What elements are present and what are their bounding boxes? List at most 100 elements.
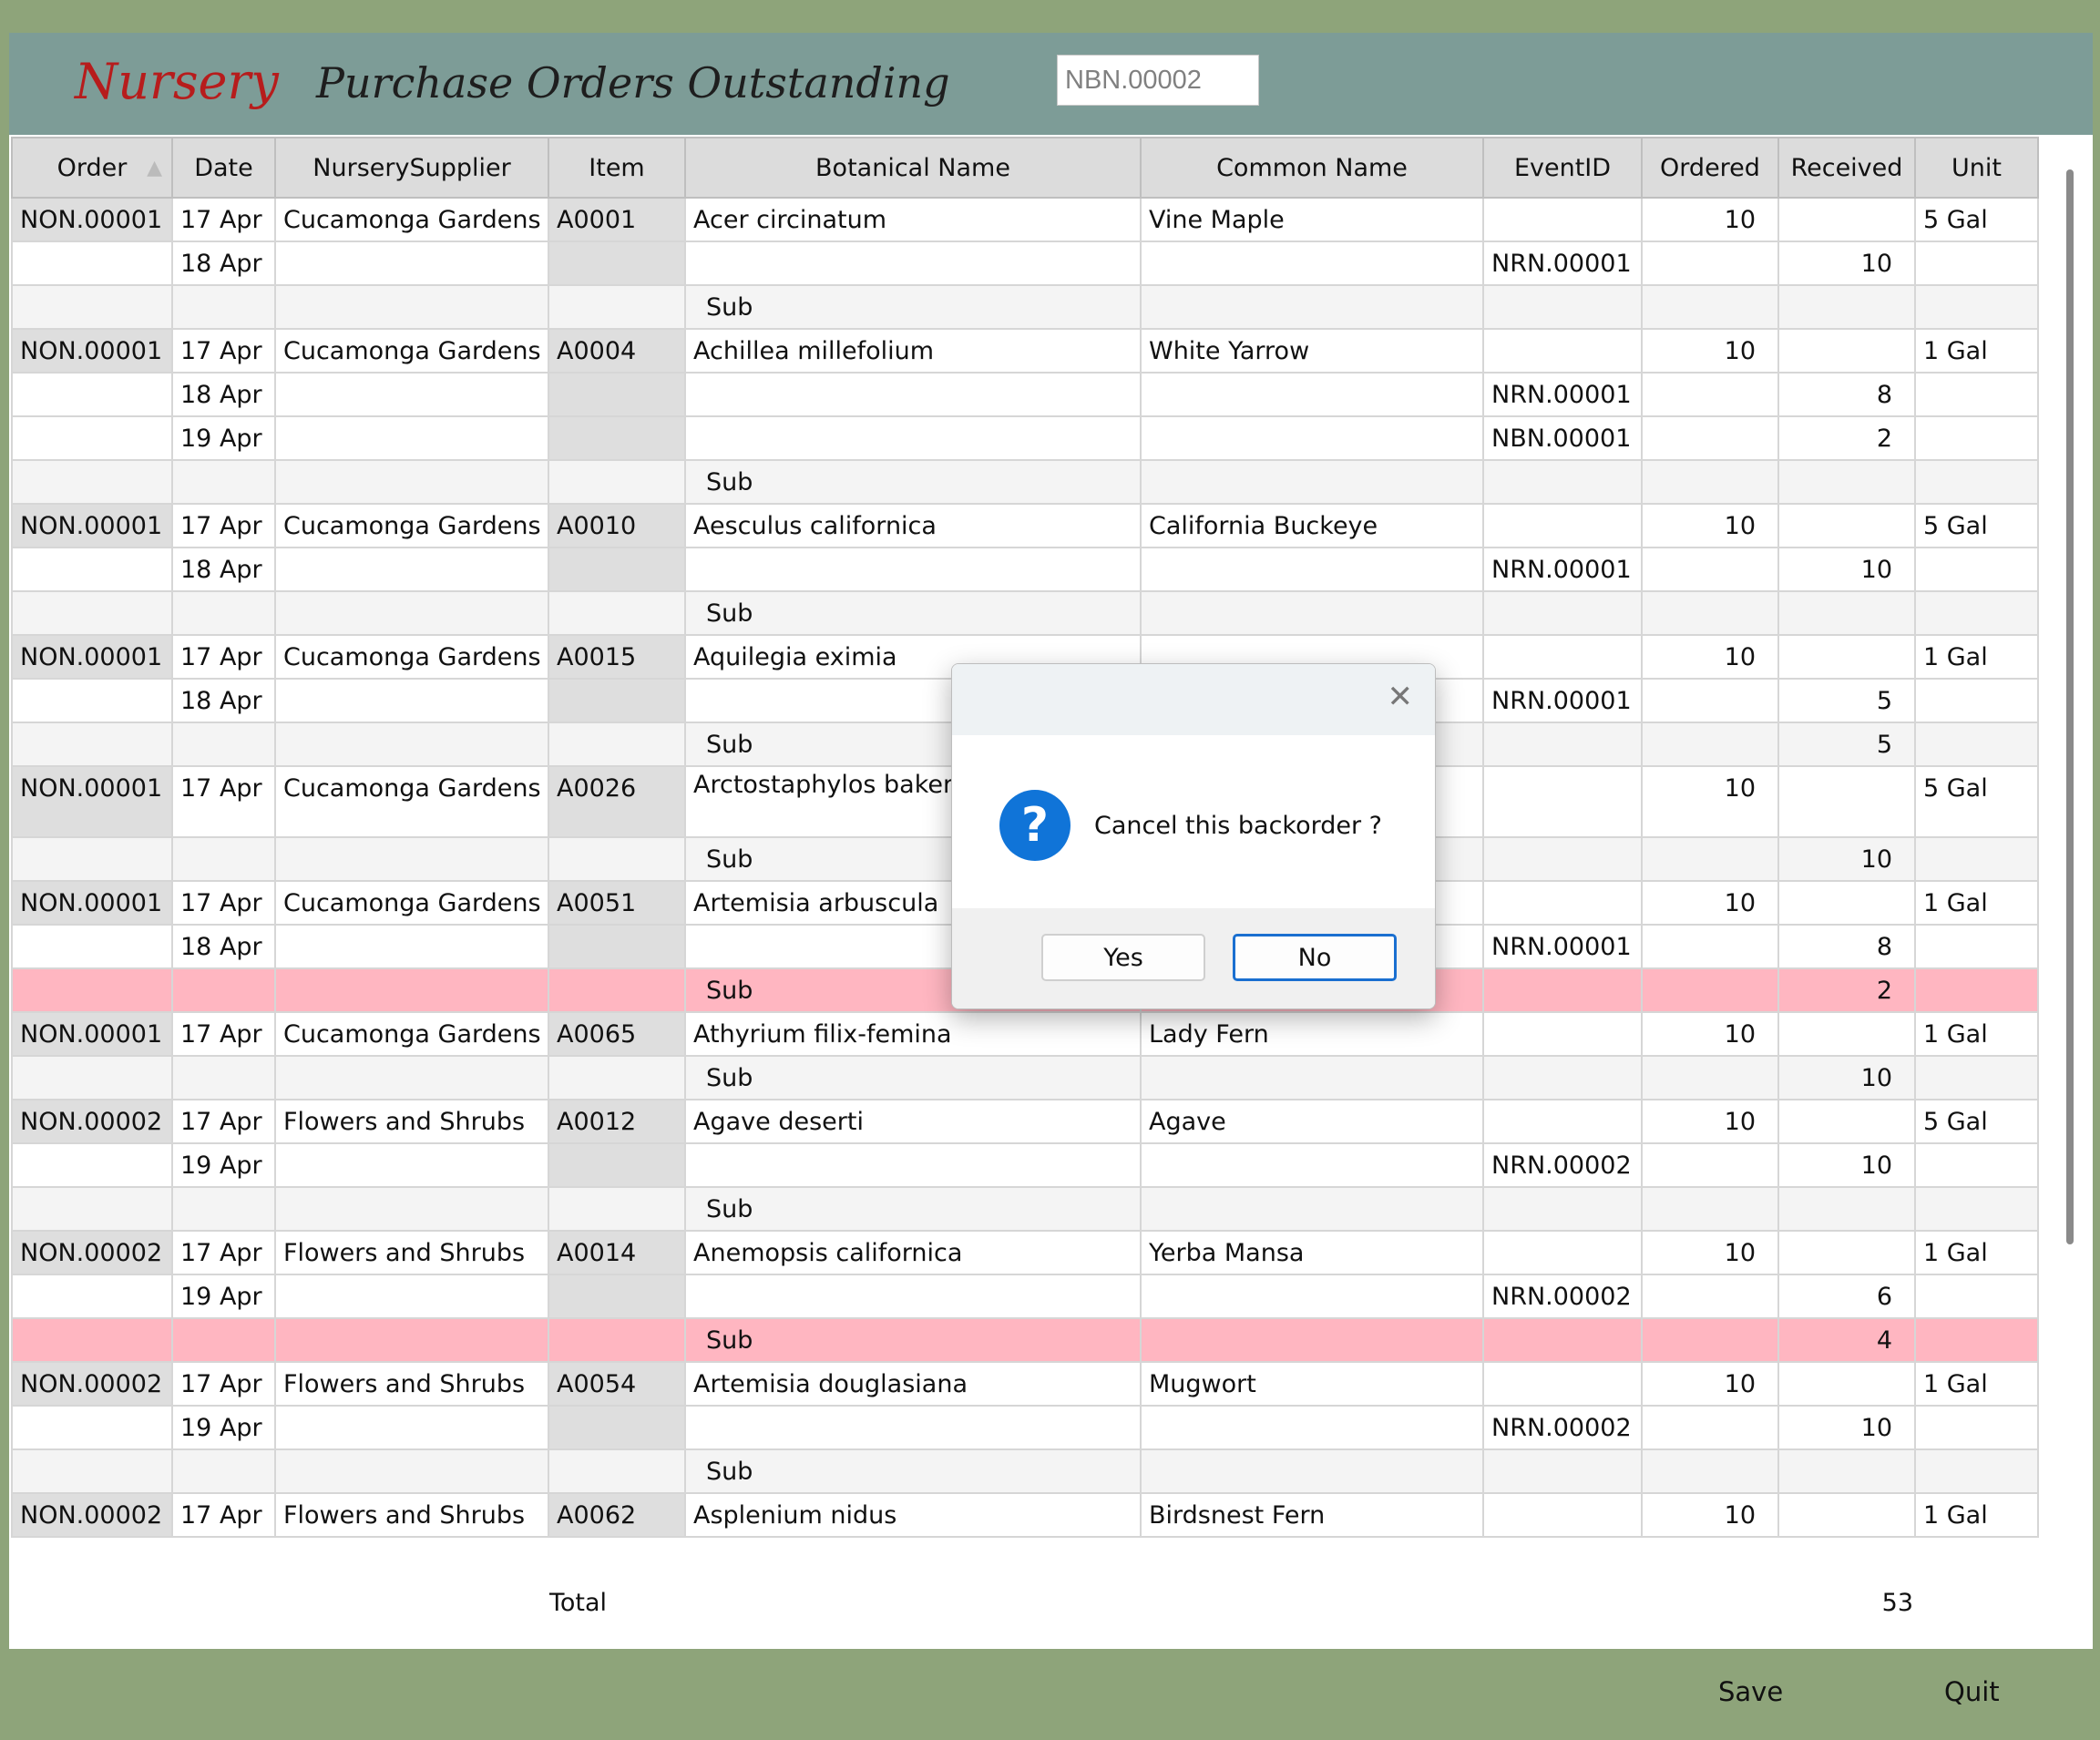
cell-unit[interactable]: 5 Gal [1914,1099,2039,1144]
cell-botanical[interactable] [684,372,1142,417]
cell-botanical[interactable]: Achillea millefolium [684,328,1142,374]
cell-ordered[interactable] [1641,836,1779,882]
cell-unit[interactable] [1914,1274,2039,1319]
cell-botanical[interactable]: Sub [684,284,1142,330]
cell-supplier[interactable]: Flowers and Shrubs [274,1361,549,1407]
cell-common[interactable] [1140,415,1484,461]
cell-unit[interactable] [1914,967,2039,1013]
cell-unit[interactable]: 1 Gal [1914,880,2039,926]
table-row[interactable]: NON.00001 17 Apr Cucamonga Gardens A0010 Aes… [11,503,2039,548]
cell-item[interactable] [548,1448,686,1494]
cell-ordered[interactable] [1641,1405,1779,1450]
cell-botanical[interactable]: Anemopsis californica [684,1230,1142,1275]
close-icon[interactable]: ✕ [1387,679,1414,715]
cell-received[interactable]: 2 [1777,415,1916,461]
cell-item[interactable] [548,1274,686,1319]
cell-received[interactable] [1777,1186,1916,1232]
cell-event[interactable]: NBN.00001 [1482,415,1643,461]
table-row[interactable]: NON.00001 17 Apr Cucamonga Gardens A0065 Ath… [11,1011,2039,1057]
cell-date[interactable]: 19 Apr [171,1274,276,1319]
cell-supplier[interactable] [274,284,549,330]
cell-event[interactable] [1482,590,1643,636]
table-row[interactable]: NON.00001 17 Apr Cucamonga Gardens A0026 Arc… [11,765,2039,838]
cell-received[interactable]: 10 [1777,1055,1916,1100]
cell-unit[interactable]: 1 Gal [1914,1011,2039,1057]
cell-order[interactable] [11,459,173,505]
cell-date[interactable]: 18 Apr [171,372,276,417]
table-row[interactable]: Sub [11,284,2039,330]
cell-unit[interactable] [1914,372,2039,417]
cell-order[interactable] [11,415,173,461]
cell-received[interactable]: 6 [1777,1274,1916,1319]
cell-date[interactable] [171,722,276,767]
cell-supplier[interactable]: Flowers and Shrubs [274,1099,549,1144]
cell-common[interactable] [1140,1317,1484,1363]
cell-order[interactable] [11,1142,173,1188]
cell-supplier[interactable] [274,1055,549,1100]
cell-item[interactable]: A0026 [548,765,686,838]
cell-item[interactable] [548,459,686,505]
cell-common[interactable] [1140,590,1484,636]
cell-unit[interactable]: 1 Gal [1914,1361,2039,1407]
cell-order[interactable]: NON.00002 [11,1361,173,1407]
cell-unit[interactable] [1914,1142,2039,1188]
cell-received[interactable]: 8 [1777,372,1916,417]
cell-unit[interactable] [1914,924,2039,969]
cell-item[interactable] [548,415,686,461]
cell-received[interactable] [1777,1448,1916,1494]
table-row[interactable]: Sub [11,1448,2039,1494]
cell-event[interactable] [1482,1011,1643,1057]
cell-date[interactable]: 17 Apr [171,1492,276,1538]
cell-item[interactable]: A0062 [548,1492,686,1538]
cell-order[interactable]: NON.00002 [11,1492,173,1538]
cell-item[interactable]: A0004 [548,328,686,374]
cell-unit[interactable]: 1 Gal [1914,328,2039,374]
cell-event[interactable] [1482,967,1643,1013]
cell-date[interactable]: 17 Apr [171,1099,276,1144]
cell-ordered[interactable] [1641,722,1779,767]
table-row[interactable]: NON.00001 17 Apr Cucamonga Gardens A0051 Art… [11,880,2039,926]
cell-botanical[interactable]: Sub [684,1448,1142,1494]
cell-botanical[interactable]: Sub [684,1055,1142,1100]
cell-supplier[interactable] [274,1274,549,1319]
cell-order[interactable] [11,722,173,767]
cell-botanical[interactable]: Sub [684,590,1142,636]
cell-unit[interactable] [1914,241,2039,286]
cell-unit[interactable]: 5 Gal [1914,503,2039,548]
table-row[interactable]: 19 Apr NRN.00002 6 [11,1274,2039,1319]
cell-ordered[interactable] [1641,1274,1779,1319]
cell-event[interactable] [1482,1099,1643,1144]
cell-order[interactable]: NON.00001 [11,197,173,242]
cell-order[interactable] [11,1186,173,1232]
cell-order[interactable] [11,1448,173,1494]
cell-unit[interactable]: 1 Gal [1914,1492,2039,1538]
cell-ordered[interactable] [1641,372,1779,417]
cell-received[interactable]: 8 [1777,924,1916,969]
cell-common[interactable] [1140,372,1484,417]
cell-order[interactable]: NON.00001 [11,880,173,926]
cell-event[interactable] [1482,765,1643,838]
cell-item[interactable]: A0065 [548,1011,686,1057]
cell-event[interactable] [1482,1186,1643,1232]
table-row[interactable]: NON.00002 17 Apr Flowers and Shrubs A0062 As… [11,1492,2039,1538]
cell-unit[interactable]: 5 Gal [1914,765,2039,838]
cell-order[interactable]: NON.00001 [11,328,173,374]
cell-date[interactable] [171,1055,276,1100]
cell-event[interactable]: NRN.00001 [1482,241,1643,286]
cell-event[interactable] [1482,836,1643,882]
table-row[interactable]: 19 Apr NRN.00002 10 [11,1142,2039,1188]
cell-botanical[interactable]: Asplenium nidus [684,1492,1142,1538]
cell-received[interactable]: 5 [1777,722,1916,767]
cell-event[interactable] [1482,1317,1643,1363]
cell-item[interactable]: A0054 [548,1361,686,1407]
cell-date[interactable]: 19 Apr [171,1142,276,1188]
cell-supplier[interactable] [274,924,549,969]
save-button[interactable]: Save [1718,1676,1784,1707]
cell-item[interactable] [548,1405,686,1450]
cell-common[interactable]: Lady Fern [1140,1011,1484,1057]
cell-ordered[interactable] [1641,967,1779,1013]
cell-supplier[interactable] [274,967,549,1013]
cell-order[interactable]: NON.00001 [11,634,173,680]
cell-received[interactable] [1777,590,1916,636]
cell-received[interactable]: 10 [1777,1405,1916,1450]
